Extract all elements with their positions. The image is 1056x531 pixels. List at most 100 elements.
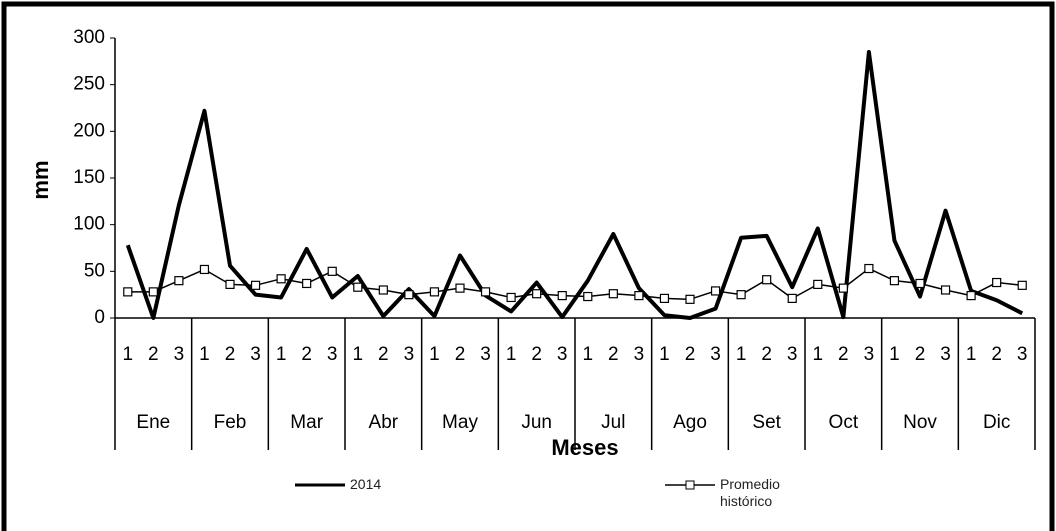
legend-label: Promedio histórico: [720, 476, 780, 509]
point-marker: [174, 276, 184, 286]
y-tick-label: 0: [94, 307, 105, 328]
x-tick-label: 1: [659, 344, 670, 365]
point-marker: [864, 263, 874, 274]
x-tick-label: 2: [915, 344, 926, 365]
point-marker: [378, 285, 388, 295]
x-tick-label: 1: [199, 344, 210, 365]
point-marker: [940, 285, 951, 295]
point-marker: [659, 293, 670, 303]
point-marker: [123, 287, 133, 297]
point-marker: [762, 275, 772, 285]
point-marker: [276, 274, 286, 284]
x-tick-label: 2: [761, 344, 772, 365]
y-axis-label: mm: [28, 160, 53, 199]
point-marker: [429, 287, 440, 297]
group-label: Dic: [983, 412, 1010, 433]
x-tick-label: 1: [966, 344, 977, 365]
x-tick-label: 3: [710, 344, 721, 365]
x-tick-label: 2: [685, 344, 696, 365]
x-tick-label: 2: [455, 344, 466, 365]
x-tick-label: 3: [557, 344, 568, 365]
y-tick-label: 100: [73, 214, 105, 235]
y-tick-label: 200: [73, 120, 105, 141]
point-marker: [915, 278, 925, 289]
x-tick-label: 3: [634, 344, 645, 365]
point-marker: [736, 290, 746, 300]
point-marker: [889, 276, 900, 286]
x-tick-label: 2: [531, 344, 542, 365]
point-marker: [557, 291, 567, 301]
point-marker: [327, 266, 337, 276]
y-tick-label: 150: [73, 167, 105, 188]
point-marker: [532, 289, 542, 299]
x-tick-label: 1: [582, 344, 593, 365]
x-tick-label: 3: [1017, 344, 1028, 365]
point-marker: [302, 278, 312, 289]
x-tick-label: 3: [864, 344, 875, 365]
x-tick-label: 3: [174, 344, 185, 365]
point-marker: [480, 287, 491, 297]
point-marker: [710, 286, 721, 296]
x-tick-label: 1: [812, 344, 823, 365]
group-label: Jun: [521, 412, 552, 433]
x-tick-label: 3: [404, 344, 415, 365]
x-tick-label: 3: [940, 344, 951, 365]
group-label: Jul: [601, 412, 625, 433]
group-label: Set: [752, 412, 781, 433]
x-tick-label: 2: [148, 344, 159, 365]
x-tick-label: 3: [250, 344, 261, 365]
point-marker: [1017, 280, 1027, 290]
point-marker: [148, 287, 158, 297]
point-marker: [404, 290, 414, 300]
point-marker: [838, 283, 848, 293]
x-tick-label: 1: [276, 344, 287, 365]
x-tick-label: 3: [787, 344, 798, 365]
x-tick-label: 3: [480, 344, 491, 365]
point-marker: [992, 277, 1002, 288]
point-marker: [813, 279, 823, 289]
point-marker: [966, 291, 976, 301]
legend-marker: [685, 480, 695, 490]
point-marker: [634, 291, 644, 301]
y-tick-label: 300: [73, 27, 105, 48]
x-tick-label: 3: [327, 344, 338, 365]
x-tick-label: 2: [991, 344, 1002, 365]
x-tick-label: 2: [608, 344, 619, 365]
point-marker: [353, 282, 363, 292]
group-label: Mar: [290, 412, 323, 433]
point-marker: [506, 292, 516, 303]
x-tick-label: 2: [378, 344, 389, 365]
x-tick-label: 1: [122, 344, 133, 365]
point-marker: [608, 289, 618, 299]
series-line: [125, 50, 1024, 320]
group-label: Ago: [673, 412, 707, 433]
point-marker: [455, 283, 465, 293]
x-tick-label: 2: [838, 344, 849, 365]
x-tick-label: 1: [506, 344, 517, 365]
x-tick-label: 2: [301, 344, 312, 365]
point-marker: [250, 280, 261, 290]
point-marker: [225, 279, 235, 289]
x-tick-label: 1: [889, 344, 900, 365]
group-label: Feb: [214, 412, 247, 433]
x-axis-label: Meses: [551, 435, 618, 460]
point-marker: [787, 293, 797, 303]
y-tick-label: 250: [73, 74, 105, 95]
x-tick-label: 1: [352, 344, 363, 365]
group-label: Nov: [903, 412, 937, 433]
x-tick-label: 1: [429, 344, 440, 365]
group-label: Ene: [136, 412, 170, 433]
x-tick-label: 1: [736, 344, 747, 365]
group-label: May: [442, 412, 478, 433]
y-tick-label: 50: [84, 260, 105, 281]
point-marker: [685, 294, 695, 304]
group-label: Oct: [829, 412, 859, 433]
x-tick-label: 2: [225, 344, 236, 365]
point-marker: [199, 264, 210, 275]
point-marker: [583, 291, 593, 302]
group-label: Abr: [369, 412, 399, 433]
legend-label: 2014: [350, 476, 382, 492]
